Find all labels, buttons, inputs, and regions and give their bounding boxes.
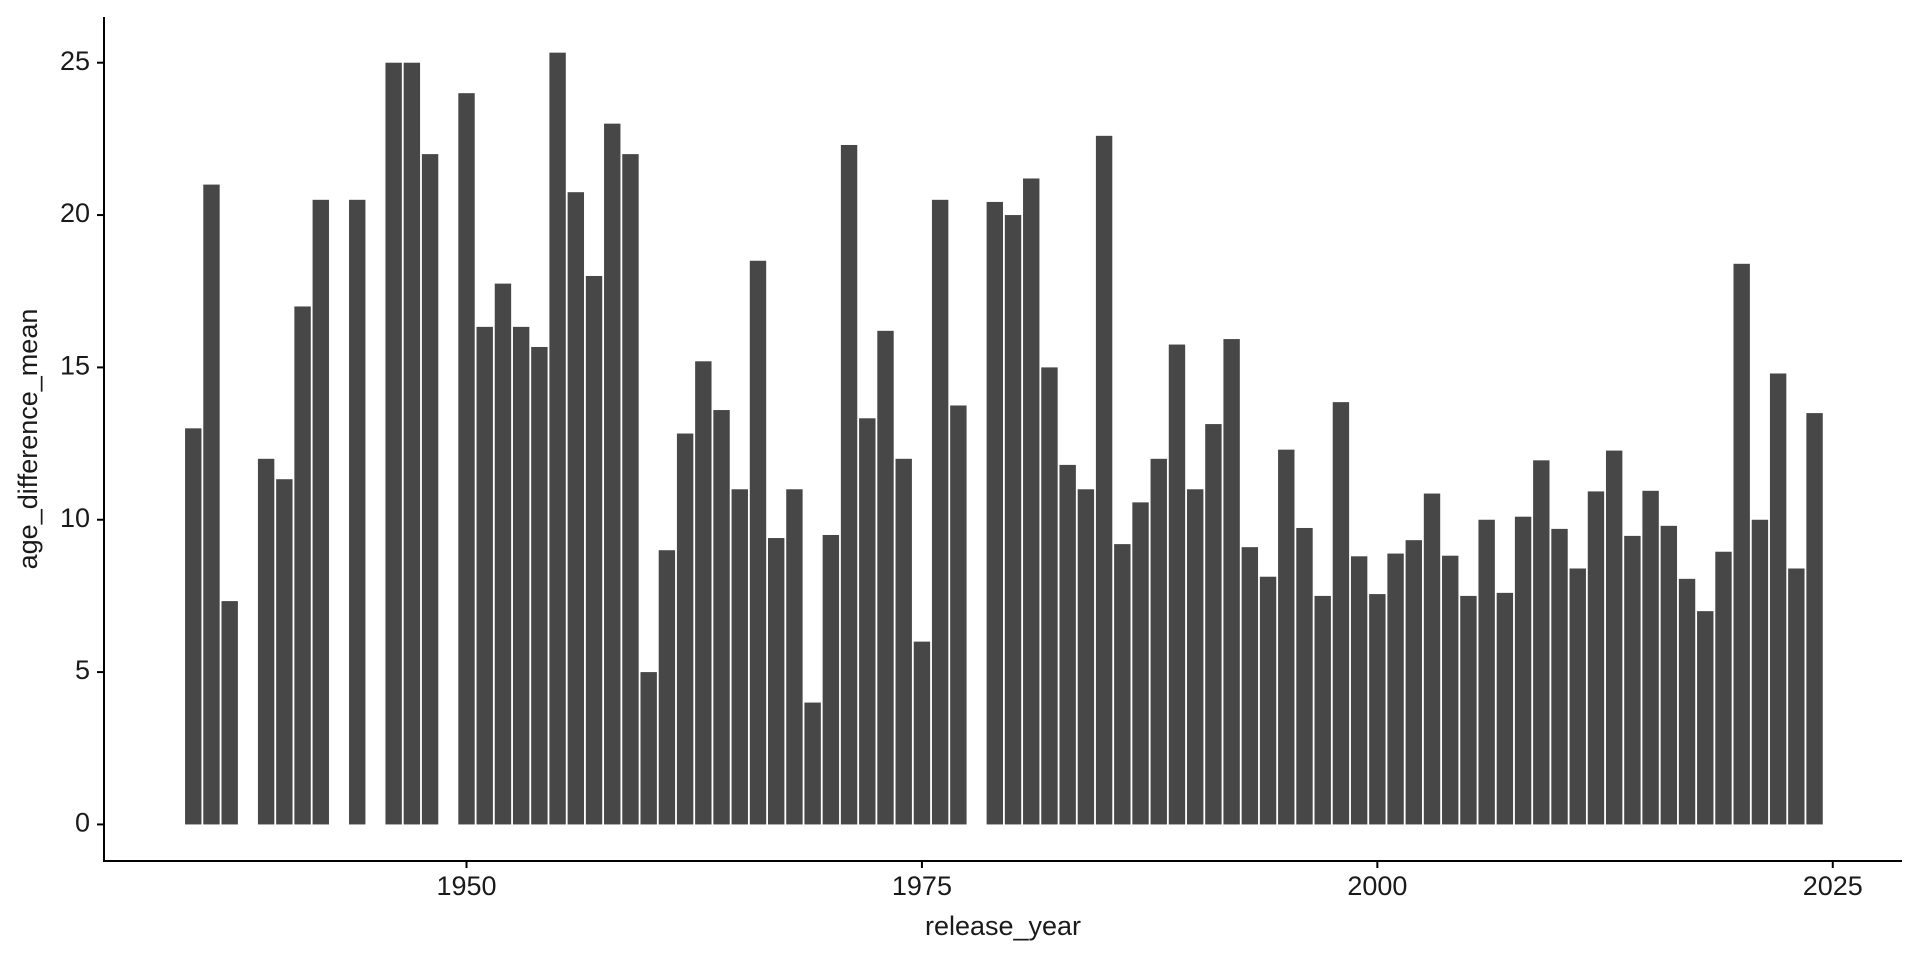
- bar: [531, 346, 548, 825]
- bar: [1332, 402, 1350, 825]
- bar: [676, 433, 694, 825]
- bar: [768, 538, 785, 825]
- bar: [804, 702, 821, 825]
- bar: [1241, 547, 1259, 825]
- x-tick-label: 1975: [892, 871, 952, 901]
- bar: [1624, 535, 1641, 825]
- x-tick-label: 2025: [1803, 871, 1863, 901]
- bar: [695, 361, 712, 825]
- bar: [713, 410, 730, 825]
- bar: [1478, 519, 1495, 825]
- y-tick-label: 15: [60, 351, 90, 381]
- bar: [1405, 540, 1422, 825]
- bar: [640, 672, 657, 825]
- bar: [1387, 553, 1404, 825]
- bar: [276, 479, 293, 825]
- x-axis-label: release_year: [925, 911, 1081, 941]
- x-tick-label: 2000: [1347, 871, 1407, 901]
- bar: [1678, 578, 1696, 825]
- bar: [203, 184, 220, 825]
- bar: [658, 550, 676, 825]
- bar: [1733, 263, 1750, 825]
- y-tick-label: 0: [75, 808, 90, 838]
- bar: [1697, 611, 1714, 825]
- bar: [385, 62, 402, 825]
- bar: [1460, 595, 1477, 825]
- bar: [1314, 595, 1331, 825]
- bar: [1751, 519, 1769, 825]
- bar: [786, 489, 803, 825]
- bar: [185, 428, 202, 825]
- bar: [859, 418, 876, 825]
- bar: [1004, 215, 1022, 825]
- bar: [749, 260, 767, 825]
- y-tick-label: 10: [60, 503, 90, 533]
- bar: [1769, 373, 1787, 825]
- bar: [1296, 527, 1313, 825]
- bar: [986, 201, 1003, 825]
- y-tick-label: 25: [60, 46, 90, 76]
- bar: [567, 192, 585, 825]
- bar: [1041, 367, 1058, 825]
- x-tick-label: 1950: [436, 871, 496, 901]
- bar: [512, 326, 530, 825]
- bar: [1205, 424, 1222, 825]
- bar: [622, 154, 639, 825]
- bar: [312, 199, 329, 825]
- bar: [822, 534, 840, 825]
- bar: [1350, 556, 1368, 825]
- bar: [403, 62, 421, 825]
- bar: [1077, 489, 1095, 825]
- bar: [604, 123, 621, 825]
- bar: [1095, 135, 1113, 825]
- bar: [931, 199, 949, 825]
- bar: [1114, 544, 1131, 825]
- bar: [1423, 493, 1441, 825]
- bar: [1551, 528, 1568, 825]
- bar: [1023, 178, 1040, 825]
- bar: [1278, 449, 1295, 825]
- bar: [1642, 490, 1659, 825]
- bar: [1533, 460, 1550, 825]
- bar: [1369, 594, 1386, 825]
- bar: [950, 405, 967, 825]
- bar: [349, 199, 366, 825]
- bar: [1569, 568, 1586, 825]
- bar: [1514, 516, 1532, 825]
- y-tick-label: 20: [60, 198, 90, 228]
- y-tick-label: 5: [75, 655, 90, 685]
- bar: [895, 458, 912, 825]
- bar: [840, 144, 858, 825]
- bar: [877, 330, 894, 825]
- bar: [494, 283, 512, 825]
- bar: [1660, 525, 1678, 825]
- bar: [913, 641, 931, 825]
- bar: [1715, 551, 1732, 825]
- bar: [294, 306, 311, 825]
- bar: [257, 458, 275, 825]
- bar: [549, 52, 566, 825]
- bar: [1168, 344, 1186, 825]
- bar: [1442, 555, 1459, 825]
- bar: [1132, 502, 1149, 825]
- bar: [1259, 576, 1277, 825]
- bar: [1605, 450, 1623, 825]
- bar: [1587, 491, 1605, 825]
- bar: [1186, 489, 1204, 825]
- bar: [1223, 339, 1240, 825]
- bar: [1150, 458, 1167, 825]
- bar: [1496, 592, 1514, 825]
- bar: [585, 275, 603, 825]
- y-axis-label: age_difference_mean: [13, 309, 43, 570]
- bar: [421, 154, 439, 825]
- bar: [458, 93, 475, 825]
- bar: [731, 489, 748, 825]
- bar: [1059, 464, 1076, 825]
- bar: [221, 601, 238, 825]
- bar: [1806, 413, 1823, 825]
- bar: [1788, 568, 1805, 825]
- bar: [476, 326, 493, 825]
